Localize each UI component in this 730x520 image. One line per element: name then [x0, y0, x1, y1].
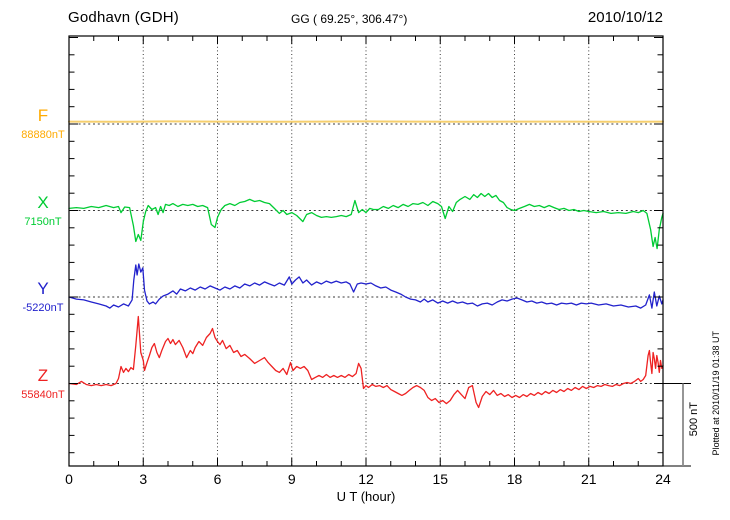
component-letter-Y: Y [37, 279, 49, 298]
scale-bar-label: 500 nT [688, 402, 700, 437]
component-baseline-Z: 55840nT [21, 388, 65, 401]
x-tick-6: 6 [213, 471, 222, 487]
x-tick-21: 21 [581, 471, 597, 487]
plotted-at-note: Plotted at 2010/11/19 01:38 UT [711, 331, 721, 456]
x-tick-18: 18 [506, 471, 523, 487]
x-tick-3: 3 [139, 471, 148, 487]
x-axis-title: U T (hour) [336, 489, 396, 504]
x-tick-15: 15 [432, 471, 449, 487]
gridlines-vertical [142, 36, 590, 466]
trace-Z [68, 315, 664, 409]
component-letter-Z: Z [37, 365, 49, 385]
plot-frame [68, 35, 664, 467]
x-tick-12: 12 [358, 471, 374, 487]
scale-bar [663, 383, 691, 467]
trace-X [68, 192, 664, 250]
x-tick-24: 24 [655, 471, 671, 487]
x-tick-9: 9 [287, 471, 296, 487]
component-baseline-F: 88880nT [21, 129, 65, 141]
trace-Y [68, 263, 664, 309]
x-tick-0: 0 [65, 471, 73, 487]
plot-date: 2010/10/12 [587, 9, 663, 26]
station-title: Godhavn (GDH) [68, 9, 179, 26]
component-letter-X: X [37, 192, 49, 212]
component-letter-F: F [37, 106, 49, 125]
component-baseline-Y: -5220nT [22, 302, 64, 314]
component-baseline-X: 7150nT [24, 215, 62, 228]
geographic-coordinates: GG ( 69.25°, 306.47°) [291, 12, 408, 26]
